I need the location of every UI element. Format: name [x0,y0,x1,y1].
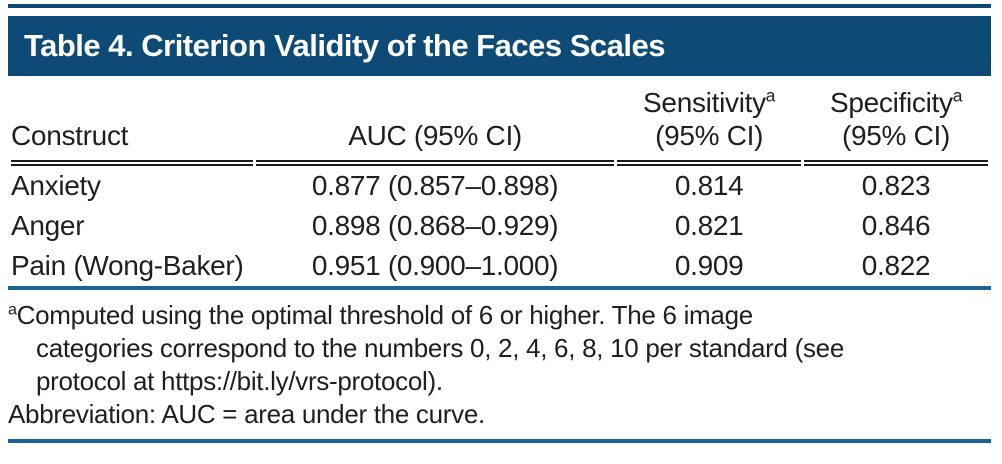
header-specificity-ci: (95% CI) [841,120,951,151]
cell-sensitivity: 0.821 [674,210,744,241]
footnote-line-3: protocol at https://bit.ly/vrs-protocol)… [36,366,443,396]
footnote-line-1: aComputed using the optimal threshold of… [8,299,991,332]
cell-sensitivity: 0.909 [674,250,744,281]
cell-sensitivity: 0.814 [674,170,744,201]
table-bottom-rule [8,286,991,290]
cell-auc: 0.951 (0.900–1.000) [311,250,559,281]
abbreviation-line: Abbreviation: AUC = area under the curve… [8,399,485,429]
figure-bottom-rule [8,439,991,443]
header-specificity: Specificitya (95% CI) [804,76,988,166]
header-specificity-label: Specificity [829,87,953,118]
table-row-anger: Anger 0.898 (0.868–0.929) 0.821 0.846 [11,206,988,246]
top-border-rule [8,4,991,8]
table-title: Table 4. Criterion Validity of the Faces… [24,28,665,63]
header-construct-label: Construct [11,120,129,151]
header-sensitivity-ci: (95% CI) [655,120,764,151]
table-row-anxiety: Anxiety 0.877 (0.857–0.898) 0.814 0.823 [11,166,988,206]
criterion-validity-table: Construct AUC (95% CI) Sensitivitya (95%… [8,76,991,286]
table-title-bar: Table 4. Criterion Validity of the Faces… [8,16,991,76]
cell-construct: Pain (Wong-Baker) [11,250,244,281]
header-construct: Construct [11,76,253,166]
cell-specificity: 0.822 [861,250,931,281]
footnote-line-2: categories correspond to the numbers 0, … [36,333,845,363]
header-sensitivity-footnote-marker: a [765,85,776,106]
header-auc: AUC (95% CI) [256,76,615,166]
footnote-text-1: Computed using the optimal threshold of … [16,300,754,330]
cell-auc: 0.898 (0.868–0.929) [311,210,559,241]
footnotes: aComputed using the optimal threshold of… [8,299,991,431]
header-auc-label: AUC (95% CI) [348,120,522,151]
cell-auc: 0.877 (0.857–0.898) [311,170,559,201]
cell-specificity: 0.823 [861,170,931,201]
cell-specificity: 0.846 [861,210,931,241]
header-sensitivity: Sensitivitya (95% CI) [617,76,802,166]
table-figure: Table 4. Criterion Validity of the Faces… [0,4,1002,464]
header-row: Construct AUC (95% CI) Sensitivitya (95%… [11,76,988,166]
cell-construct: Anxiety [11,170,101,201]
footnote-marker: a [8,300,17,319]
header-sensitivity-label: Sensitivity [643,87,766,118]
header-specificity-footnote-marker: a [952,85,963,106]
table-row-pain: Pain (Wong-Baker) 0.951 (0.900–1.000) 0.… [11,246,988,286]
cell-construct: Anger [11,210,85,241]
